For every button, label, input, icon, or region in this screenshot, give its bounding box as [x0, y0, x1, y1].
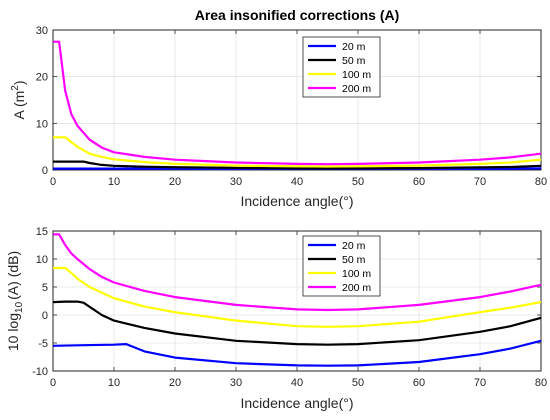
legend: 20 m 50 m 100 m 200 m — [302, 36, 381, 98]
y-tick-label: 10 — [36, 254, 48, 266]
series-line-50m — [53, 300, 541, 346]
series-line-20m — [53, 167, 541, 170]
x-tick-label: 40 — [291, 176, 303, 188]
chart-area-insonified: 0 10 20 30 40 50 60 70 80 0 10 20 30 Incidence angle(… — [10, 25, 547, 209]
x-tick-label: 10 — [108, 377, 120, 389]
y-tick-label: 10 — [36, 118, 48, 130]
ticks: 0 10 20 30 40 50 60 70 80 0 10 20 30 — [36, 25, 547, 188]
x-axis-label: Incidence angle(°) — [241, 395, 354, 411]
x-tick-label: 20 — [169, 176, 181, 188]
legend-entry: 50 m — [342, 254, 366, 266]
series-group — [53, 233, 541, 367]
legend: 20 m 50 m 100 m 200 m — [302, 235, 381, 297]
x-tick-label: 0 — [50, 377, 56, 389]
y-tick-label: 0 — [42, 165, 48, 177]
y-tick-label: -10 — [32, 366, 48, 378]
series-line-100m — [53, 266, 541, 328]
series-group — [53, 40, 541, 170]
legend-entry: 20 m — [342, 240, 366, 252]
x-tick-label: 0 — [50, 176, 56, 188]
y-axis-label: 10 log10(A) (dB) — [5, 251, 25, 351]
legend-entry: 200 m — [342, 282, 371, 294]
chart-title: Area insonified corrections (A) — [195, 7, 400, 23]
x-tick-label: 80 — [535, 377, 547, 389]
y-tick-label: 0 — [42, 310, 48, 322]
legend-entry: 200 m — [342, 83, 371, 95]
series-line-200m — [53, 233, 541, 312]
x-tick-label: 50 — [352, 377, 364, 389]
y-tick-label: -5 — [38, 338, 48, 350]
x-tick-label: 70 — [474, 377, 486, 389]
y-tick-label: 15 — [36, 226, 48, 238]
y-tick-label: 20 — [36, 72, 48, 84]
chart-log-area: 0 10 20 30 40 50 60 70 80 -10 -5 0 5 10 15 Incidence an… — [5, 226, 547, 411]
x-tick-label: 60 — [413, 176, 425, 188]
series-line-200m — [53, 40, 541, 166]
x-tick-label: 60 — [413, 377, 425, 389]
legend-entry: 50 m — [342, 55, 366, 67]
y-axis-label: A (m2) — [10, 80, 27, 119]
x-tick-label: 10 — [108, 176, 120, 188]
x-tick-label: 20 — [169, 377, 181, 389]
y-tick-label: 5 — [42, 282, 48, 294]
x-axis-label: Incidence angle(°) — [241, 193, 354, 209]
legend-entry: 100 m — [342, 69, 371, 81]
x-tick-label: 30 — [230, 377, 242, 389]
legend-entry: 100 m — [342, 268, 371, 280]
series-line-100m — [53, 136, 541, 168]
grid — [53, 30, 541, 170]
ticks: 0 10 20 30 40 50 60 70 80 -10 -5 0 5 10 15 — [32, 226, 547, 389]
x-tick-label: 50 — [352, 176, 364, 188]
series-line-50m — [53, 160, 541, 170]
x-tick-label: 30 — [230, 176, 242, 188]
x-tick-label: 40 — [291, 377, 303, 389]
x-tick-label: 80 — [535, 176, 547, 188]
x-tick-label: 70 — [474, 176, 486, 188]
y-tick-label: 30 — [36, 25, 48, 37]
series-line-20m — [53, 339, 541, 367]
legend-entry: 20 m — [342, 41, 366, 53]
